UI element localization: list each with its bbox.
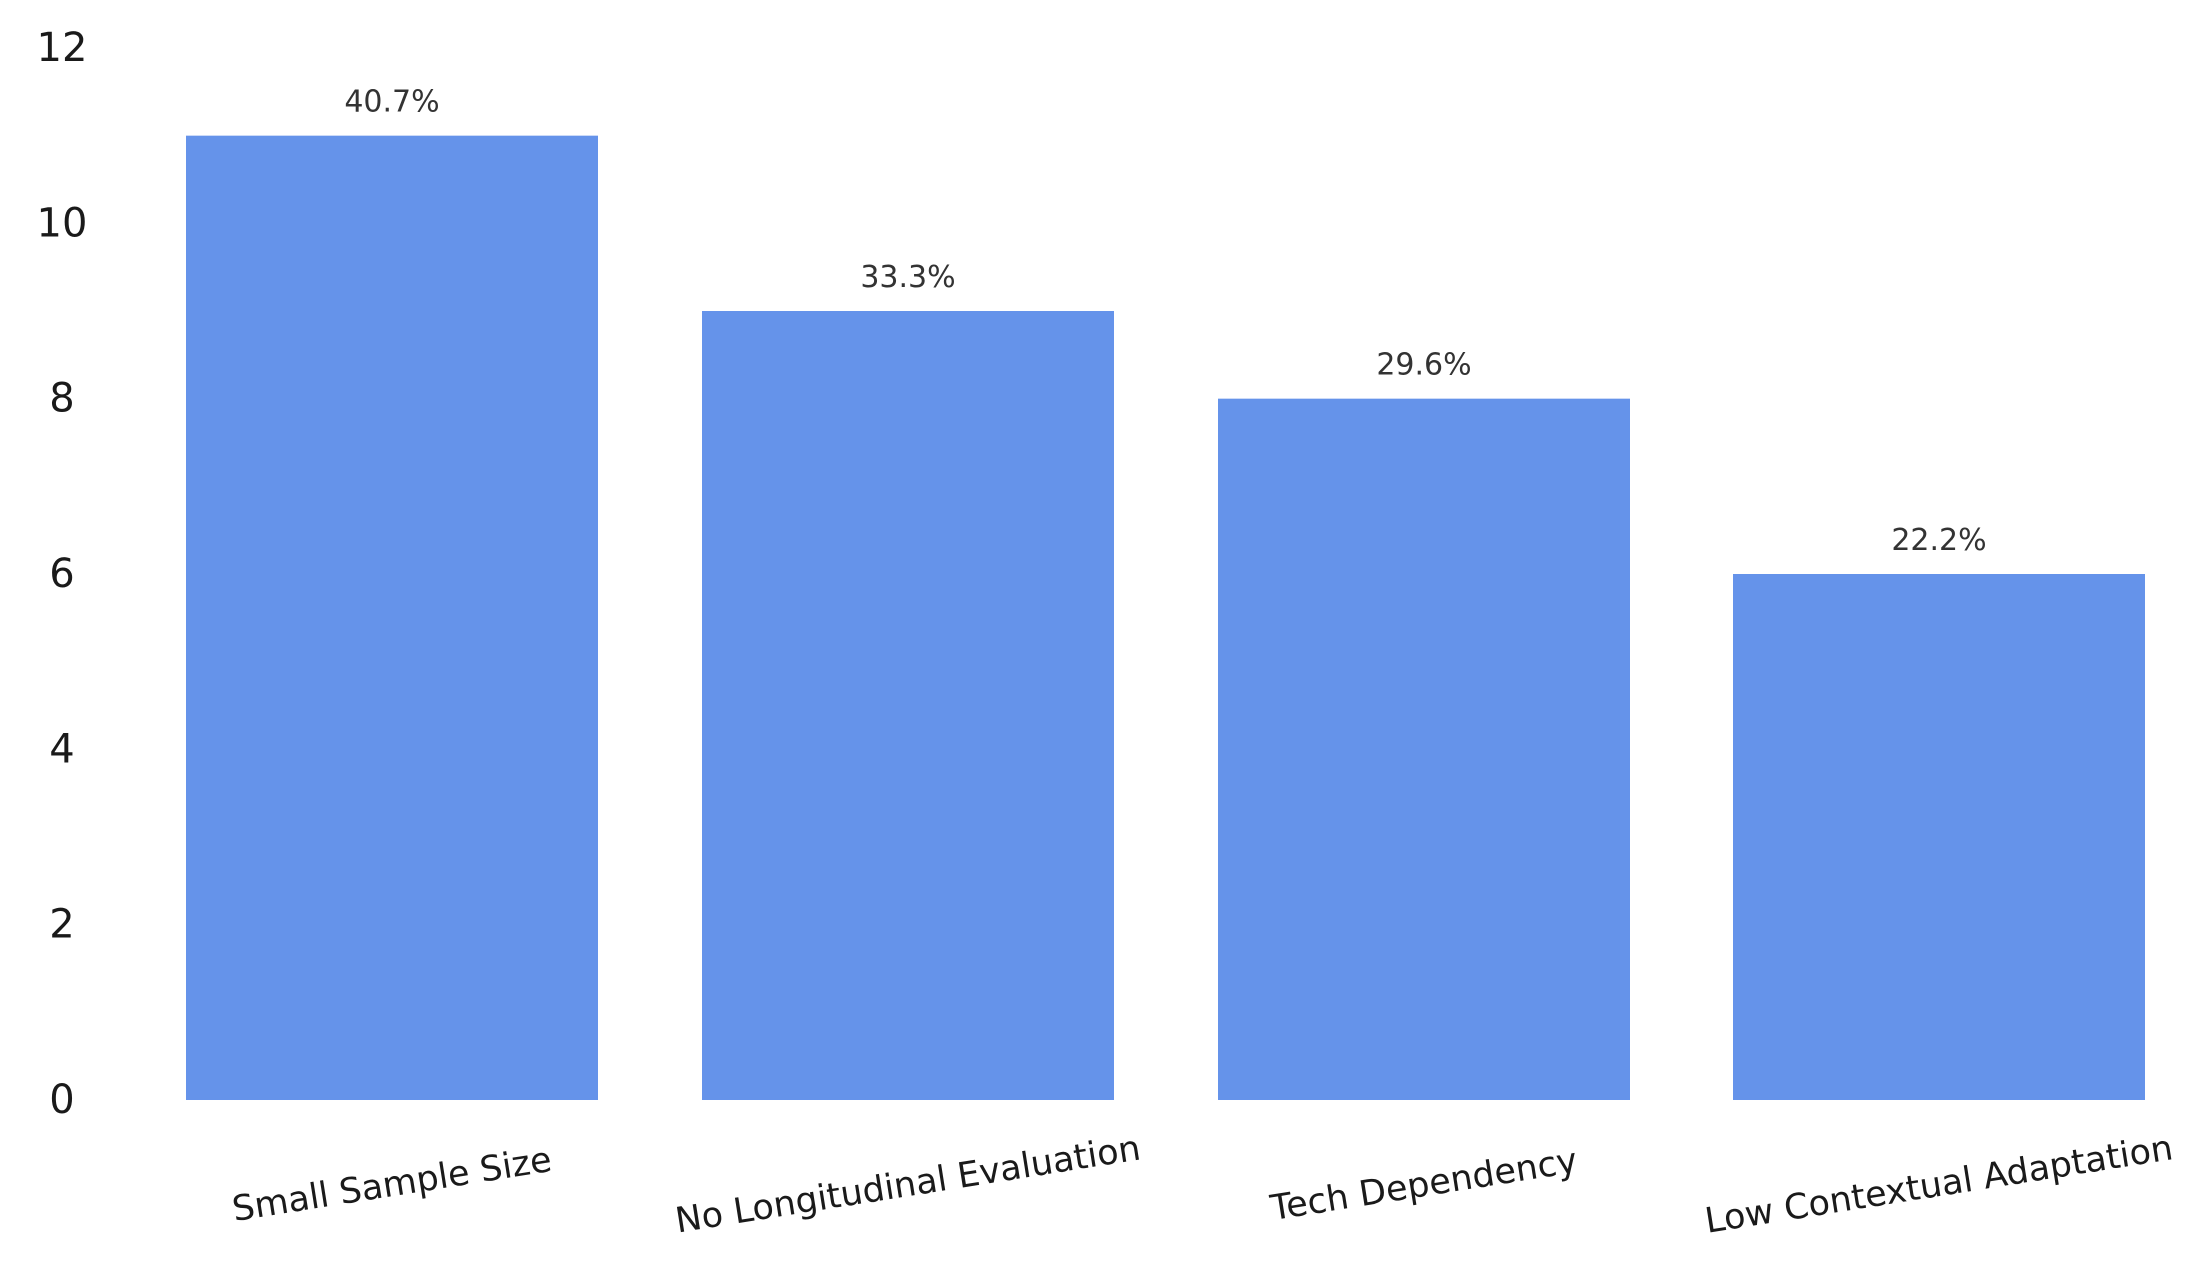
- y-tick-label: 0: [49, 1077, 74, 1123]
- bar: [186, 135, 598, 1100]
- bar-value-label: 29.6%: [1376, 348, 1471, 383]
- bar-value-label: 40.7%: [344, 85, 439, 120]
- data-labels: 40.7% 33.3% 29.6% 22.2%: [344, 85, 1986, 558]
- y-tick-label: 10: [37, 200, 88, 246]
- bar-value-label: 33.3%: [860, 260, 955, 295]
- x-axis-ticks: Small Sample Size No Longitudinal Evaluat…: [230, 1128, 2176, 1242]
- y-tick-label: 2: [49, 902, 74, 948]
- y-tick-label: 8: [49, 376, 74, 422]
- y-axis-ticks: 0 2 4 6 8 10 12: [37, 25, 88, 1123]
- bars: [186, 135, 2145, 1101]
- x-tick-label: Tech Dependency: [1267, 1141, 1580, 1229]
- y-tick-label: 4: [49, 726, 74, 772]
- bar: [1733, 574, 2145, 1100]
- y-tick-label: 12: [37, 25, 88, 71]
- bar: [1218, 398, 1630, 1101]
- bar: [702, 311, 1114, 1100]
- x-tick-label: No Longitudinal Evaluation: [673, 1128, 1144, 1241]
- y-tick-label: 6: [49, 551, 74, 597]
- x-tick-label: Low Contextual Adaptation: [1702, 1128, 2176, 1242]
- bar-value-label: 22.2%: [1891, 523, 1986, 558]
- x-tick-label: Small Sample Size: [230, 1140, 555, 1230]
